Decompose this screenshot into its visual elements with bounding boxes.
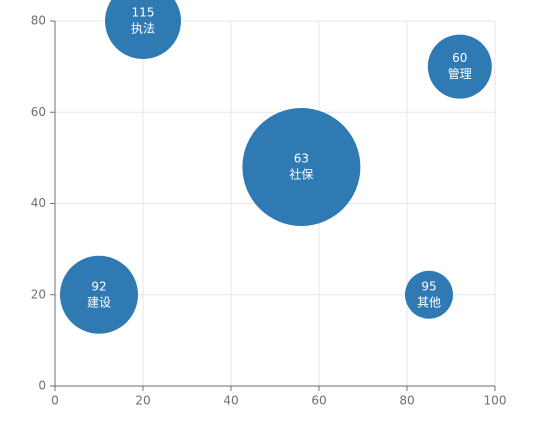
bubble (242, 108, 361, 226)
bubble-name: 其他 (417, 295, 441, 309)
bubble-name: 社保 (289, 167, 313, 182)
bubble-name: 执法 (131, 22, 155, 36)
bubble (427, 34, 492, 99)
bubble (105, 0, 181, 59)
bubble-name: 建设 (87, 295, 111, 309)
y-tick-label: 80 (31, 14, 46, 28)
x-tick-label: 100 (484, 394, 507, 408)
y-tick-label: 40 (31, 196, 46, 210)
y-tick-label: 20 (31, 287, 46, 301)
x-tick-label: 80 (399, 394, 414, 408)
bubble-number: 92 (91, 279, 106, 293)
y-tick-label: 60 (31, 105, 46, 119)
x-tick-label: 40 (223, 394, 238, 408)
bubble-number: 60 (452, 51, 467, 65)
bubble-number: 115 (132, 6, 155, 20)
bubble (60, 255, 138, 334)
bubble-number: 63 (294, 152, 309, 166)
x-tick-label: 0 (51, 394, 59, 408)
x-tick-label: 20 (135, 394, 150, 408)
bubble (405, 270, 453, 319)
bubble-name: 管理 (448, 66, 472, 81)
bubble-number: 95 (421, 279, 436, 293)
x-tick-label: 60 (311, 394, 326, 408)
y-tick-label: 0 (38, 379, 46, 393)
